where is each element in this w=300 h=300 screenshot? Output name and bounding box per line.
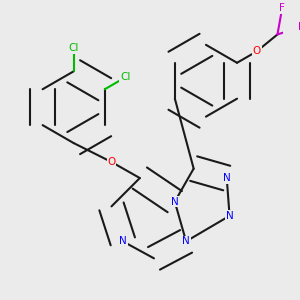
Text: N: N <box>226 211 233 221</box>
Text: N: N <box>182 236 190 246</box>
Text: Cl: Cl <box>68 43 79 53</box>
Text: N: N <box>171 197 178 207</box>
Text: F: F <box>279 3 285 13</box>
Text: N: N <box>223 173 231 183</box>
Text: F: F <box>298 22 300 32</box>
Text: O: O <box>253 46 261 56</box>
Text: N: N <box>119 236 127 246</box>
Text: O: O <box>107 157 116 167</box>
Text: Cl: Cl <box>120 72 130 82</box>
